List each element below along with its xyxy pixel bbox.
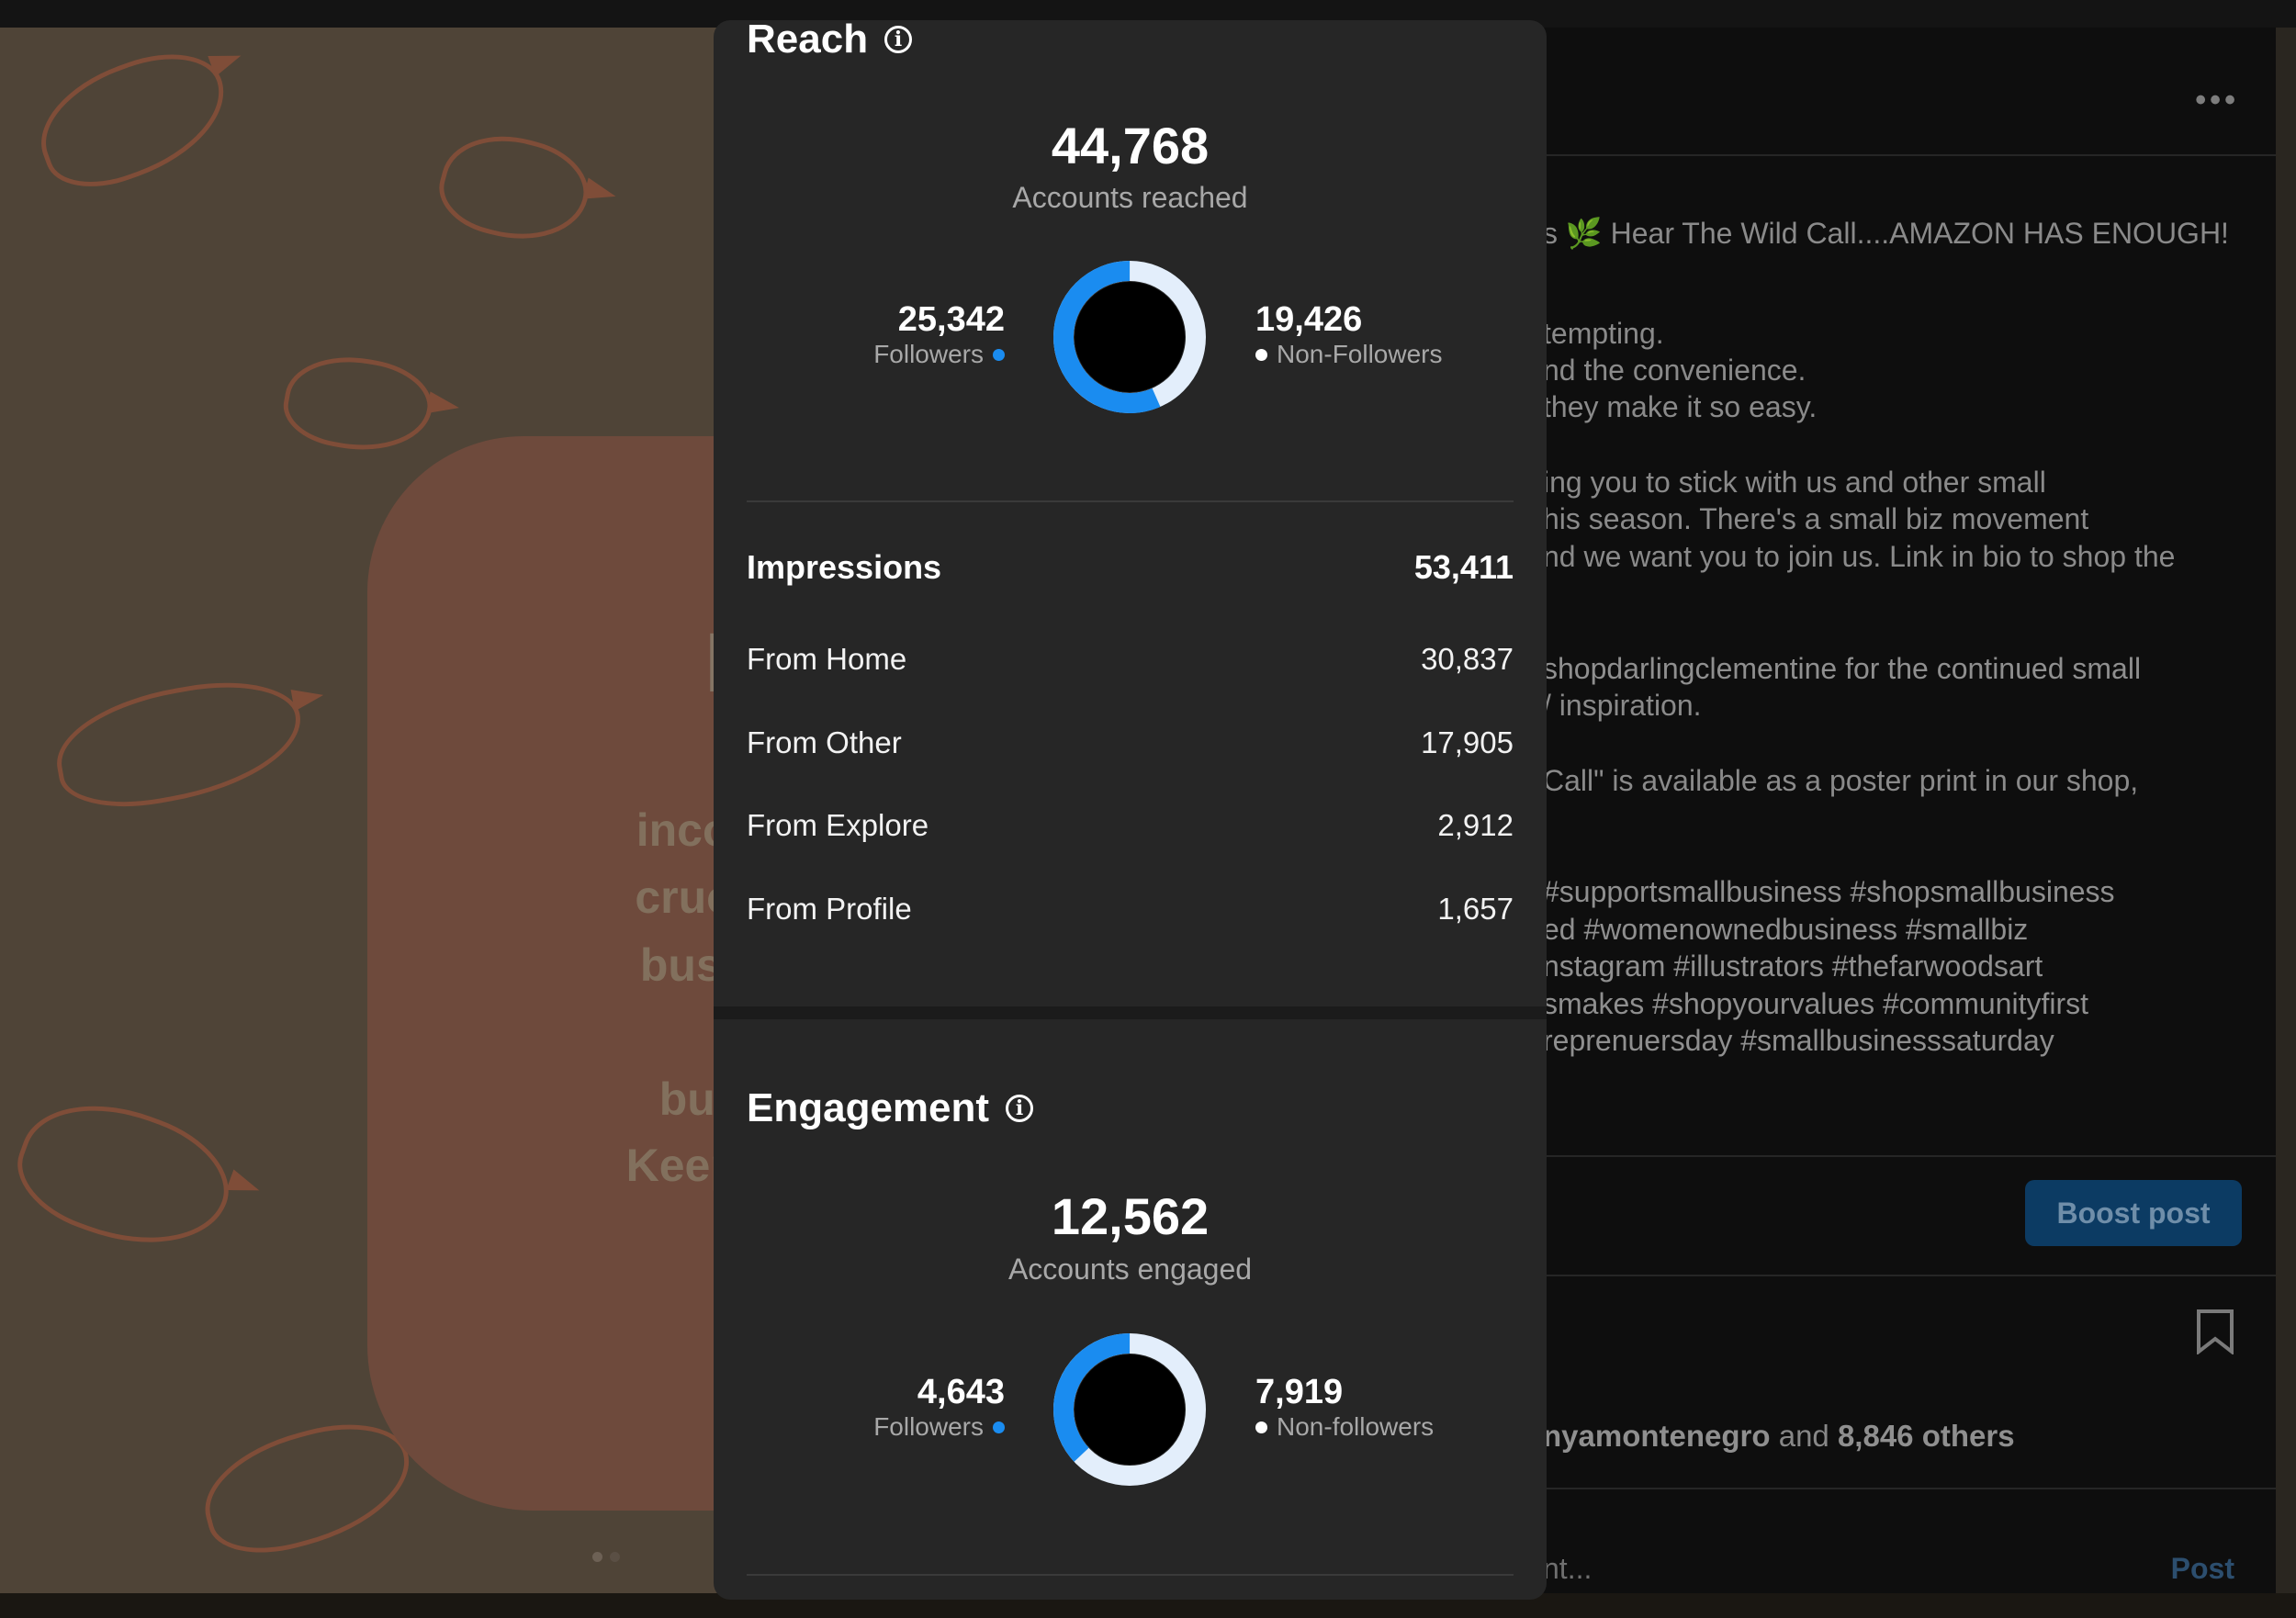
- impressions-row-label: From Profile: [747, 892, 912, 926]
- caption-line: s 🌿 Hear The Wild Call....AMAZON HAS ENO…: [1543, 217, 2229, 250]
- engagement-followers: 4,643 Followers: [873, 1373, 1005, 1442]
- divider: [1506, 1155, 2276, 1157]
- bookmark-icon[interactable]: [2195, 1309, 2235, 1359]
- reach-title-text: Reach: [747, 20, 869, 62]
- comment-input[interactable]: nt...: [1543, 1552, 1593, 1585]
- likes-and: and: [1778, 1419, 1829, 1453]
- reach-followers-value: 25,342: [897, 300, 1005, 339]
- caption-line: nd the convenience.: [1543, 354, 1806, 387]
- reach-donut-followers-arc: [1053, 261, 1206, 413]
- impressions-row-profile: From Profile 1,657: [747, 892, 1514, 927]
- reach-donut-chart: [1053, 261, 1206, 413]
- caption-line: shopdarlingclementine for the continued …: [1543, 652, 2142, 685]
- impressions-row-explore: From Explore 2,912: [747, 808, 1514, 843]
- impressions-row-value: 1,657: [1437, 892, 1514, 926]
- engagement-followers-label: Followers: [873, 1412, 1005, 1442]
- engagement-non-followers-label: Non-followers: [1255, 1412, 1434, 1442]
- caption-line: Call" is available as a poster print in …: [1543, 764, 2139, 797]
- engagement-title-text: Engagement: [747, 1085, 990, 1130]
- likes-summary[interactable]: nyamontenegro and 8,846 others: [1543, 1419, 2015, 1454]
- donut-center: [1075, 1354, 1185, 1465]
- reach-followers-label: Followers: [873, 340, 1005, 369]
- caption-line: nstagram #illustrators #thefarwoodsart: [1543, 949, 2043, 983]
- carousel-dot[interactable]: [610, 1552, 620, 1562]
- caption-line: reprenuersday #smallbusinesssaturday: [1543, 1024, 2054, 1057]
- engagement-non-followers-value: 7,919: [1255, 1373, 1344, 1411]
- caption-line: nd we want you to join us. Link in bio t…: [1543, 540, 2176, 573]
- caption-line: #supportsmallbusiness #shopsmallbusiness: [1543, 875, 2115, 908]
- bird-illustration: [23, 34, 243, 205]
- impressions-label: Impressions: [747, 548, 942, 586]
- post-sidebar: ••• s 🌿 Hear The Wild Call....AMAZON HAS…: [1506, 28, 2276, 1593]
- accounts-reached-value: 44,768: [1051, 117, 1210, 174]
- caption-line: tempting.: [1543, 317, 1664, 350]
- non-followers-legend-dot: [1255, 1421, 1267, 1433]
- caption-line: they make it so easy.: [1543, 390, 1818, 423]
- caption-line: his season. There's a small biz movement: [1543, 502, 2089, 535]
- impressions-header: Impressions 53,411: [747, 548, 1514, 587]
- followers-legend-dot: [993, 348, 1005, 361]
- impressions-row-label: From Explore: [747, 808, 929, 842]
- reach-non-followers-value: 19,426: [1255, 300, 1363, 339]
- impressions-row-home: From Home 30,837: [747, 642, 1514, 677]
- caption-line: ed #womenownedbusiness #smallbiz: [1543, 913, 2029, 946]
- boost-post-button[interactable]: Boost post: [2025, 1180, 2242, 1246]
- divider: [1506, 1488, 2276, 1489]
- likes-others[interactable]: 8,846 others: [1837, 1419, 2015, 1453]
- engagement-title: Engagement i: [747, 1085, 1034, 1131]
- accounts-reached-label: Accounts reached: [1012, 181, 1248, 214]
- impressions-row-other: From Other 17,905: [747, 725, 1514, 760]
- divider: [1506, 154, 2276, 156]
- reach-non-followers: 19,426 Non-Followers: [1255, 300, 1443, 369]
- impressions-row-label: From Other: [747, 725, 902, 759]
- likes-user[interactable]: nyamontenegro: [1543, 1419, 1771, 1453]
- impressions-row-value: 17,905: [1421, 725, 1514, 759]
- reach-followers: 25,342 Followers: [873, 300, 1005, 369]
- reach-non-followers-label: Non-Followers: [1255, 340, 1443, 369]
- impressions-row-value: 30,837: [1421, 642, 1514, 676]
- caption-line: smakes #shopyourvalues #communityfirst: [1543, 987, 2089, 1020]
- bird-illustration: [191, 1407, 424, 1568]
- background-right-edge: [2276, 28, 2296, 1593]
- donut-center: [1075, 282, 1185, 392]
- accounts-engaged-value: 12,562: [1051, 1187, 1210, 1245]
- impressions-row-value: 2,912: [1437, 808, 1514, 842]
- accounts-engaged-label: Accounts engaged: [1007, 1253, 1253, 1286]
- info-icon[interactable]: i: [1006, 1095, 1034, 1122]
- divider: [1506, 1275, 2276, 1276]
- engagement-donut-followers-arc: [1053, 1333, 1206, 1486]
- more-horizontal-icon[interactable]: •••: [2195, 83, 2239, 118]
- impressions-row-label: From Home: [747, 642, 907, 676]
- followers-legend-dot: [993, 1421, 1005, 1433]
- engagement-followers-value: 4,643: [917, 1373, 1005, 1411]
- divider: [747, 500, 1514, 502]
- section-separator: [714, 1006, 1547, 1019]
- bird-illustration: [277, 345, 439, 463]
- non-followers-legend-dot: [1255, 348, 1267, 361]
- insights-panel: Reach i 44,768 Accounts reached 25,342 F…: [714, 20, 1547, 1600]
- caption-line: / inspiration.: [1543, 689, 1702, 722]
- divider: [747, 1574, 1514, 1576]
- impressions-total: 53,411: [1413, 548, 1514, 586]
- caption-line: ing you to stick with us and other small: [1543, 466, 2046, 499]
- engagement-donut-chart: [1053, 1333, 1206, 1486]
- info-icon[interactable]: i: [884, 26, 913, 53]
- post-comment-button[interactable]: Post: [2170, 1552, 2234, 1585]
- carousel-dot[interactable]: [592, 1552, 602, 1562]
- engagement-non-followers: 7,919 Non-followers: [1255, 1373, 1434, 1442]
- reach-title: Reach i: [747, 20, 913, 62]
- bird-illustration: [430, 120, 599, 256]
